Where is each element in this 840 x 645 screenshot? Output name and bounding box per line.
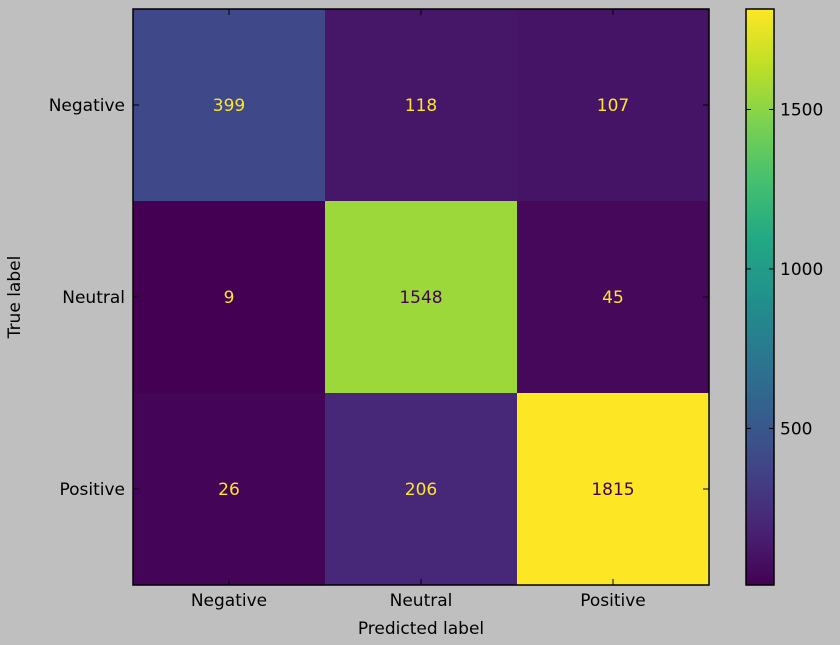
axis-ticks [133, 9, 709, 585]
x-tick-label: Positive [580, 591, 646, 611]
colorbar-tick-label: 500 [780, 419, 812, 439]
y-axis-title: True label [5, 256, 25, 340]
heatmap-cell [133, 201, 326, 394]
axis-tick-labels: Negative Neutral Positive Negative Neutral Po… [49, 96, 646, 611]
colorbar-tick-label: 1500 [780, 100, 823, 120]
cell-value-label: 26 [218, 480, 240, 500]
cell-value-label: 1815 [591, 480, 634, 500]
heatmap-cell [517, 9, 710, 202]
heatmap-cell [517, 201, 710, 394]
x-axis-title: Predicted label [358, 619, 484, 639]
heatmap-cell [517, 393, 710, 586]
colorbar: 500 1000 1500 [745, 8, 823, 586]
y-tick-label: Positive [59, 480, 125, 500]
heatmap-cell [325, 201, 518, 394]
heatmap-cell [133, 393, 326, 586]
cell-value-label: 45 [602, 288, 624, 308]
cell-value-label: 206 [405, 480, 437, 500]
heatmap-cells [133, 9, 710, 586]
heatmap-cell [325, 9, 518, 202]
cell-value-label: 118 [405, 96, 437, 116]
colorbar-frame [745, 8, 775, 586]
heatmap-cell [133, 9, 326, 202]
colorbar-tick-label: 1000 [780, 260, 823, 280]
cell-value-label: 1548 [399, 288, 442, 308]
x-tick-label: Neutral [390, 591, 453, 611]
y-tick-label: Neutral [62, 288, 125, 308]
heatmap-cell [325, 393, 518, 586]
cell-value-label: 9 [224, 288, 235, 308]
cell-value-labels: 399 118 107 9 1548 45 26 206 1815 [213, 96, 635, 500]
cell-value-label: 399 [213, 96, 245, 116]
colorbar-gradient [746, 9, 774, 585]
y-tick-label: Negative [49, 96, 125, 116]
cell-value-label: 107 [597, 96, 629, 116]
x-tick-label: Negative [191, 591, 267, 611]
